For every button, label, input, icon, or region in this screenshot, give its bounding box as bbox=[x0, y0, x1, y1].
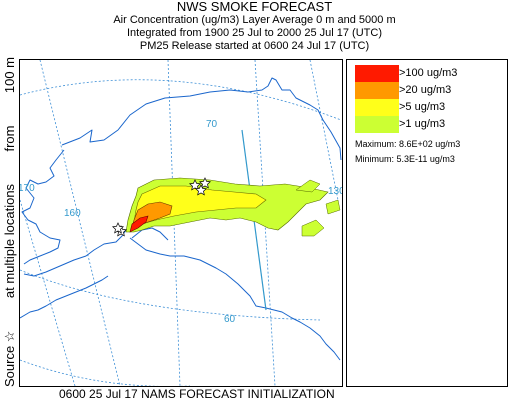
kenai-coast bbox=[131, 227, 169, 241]
subtitle-release: PM25 Release started at 0600 24 Jul 17 (… bbox=[139, 40, 370, 52]
source-height-label: Source ☆ at multiple locations from 100 … bbox=[1, 57, 19, 387]
smoke-plume bbox=[125, 177, 341, 237]
lat-70-label: 70 bbox=[206, 119, 218, 130]
legend-label-gt5: >5 ug/m3 bbox=[399, 101, 446, 113]
minimum-label: Minimum: 5.3E-11 ug/m3 bbox=[355, 154, 455, 164]
source-label: Source ☆ bbox=[2, 330, 17, 387]
legend-swatch-gt5 bbox=[355, 99, 399, 116]
legend-swatch-gt100 bbox=[355, 65, 399, 82]
forecast-initialization: 0600 25 Jul 17 NAMS FORECAST INITIALIZAT… bbox=[59, 387, 335, 401]
lon-130-label: 130 bbox=[328, 186, 342, 197]
longitude-160-line bbox=[39, 60, 121, 386]
chart-header: NWS SMOKE FORECAST Air Concentration (ug… bbox=[0, 0, 509, 53]
locations-label: at multiple locations bbox=[2, 183, 17, 299]
subtitle-concentration: Air Concentration (ug/m3) Layer Average … bbox=[113, 14, 396, 26]
from-label: from bbox=[2, 125, 17, 152]
legend-label-gt100: >100 ug/m3 bbox=[399, 67, 458, 79]
lat-60-label: 60 bbox=[224, 314, 236, 325]
legend-label-gt1: >1 ug/m3 bbox=[399, 118, 446, 130]
legend-label-gt20: >20 ug/m3 bbox=[399, 84, 452, 96]
source-star-icon bbox=[198, 177, 212, 189]
lon-170-label: 170 bbox=[20, 183, 35, 194]
graticule bbox=[20, 60, 342, 386]
aleutian-chain bbox=[20, 275, 109, 319]
map-svg: 70 60 170 160 150 140 130 bbox=[20, 60, 342, 386]
map-panel: 70 60 170 160 150 140 130 bbox=[19, 59, 343, 387]
longitude-170-line bbox=[20, 199, 76, 386]
plume-gt1-fringe bbox=[295, 179, 341, 237]
plume-gt100 bbox=[129, 215, 149, 233]
longitude-140-line bbox=[254, 60, 276, 386]
legend-swatch-gt1 bbox=[355, 116, 399, 133]
alaska-coast bbox=[21, 77, 342, 361]
coastline bbox=[20, 77, 342, 361]
legend-panel: >100 ug/m3 >20 ug/m3 >5 ug/m3 >1 ug/m3 M… bbox=[346, 59, 508, 387]
subtitle-integration: Integrated from 1900 25 Jul to 2000 25 J… bbox=[127, 27, 382, 39]
maximum-label: Maximum: 8.6E+02 ug/m3 bbox=[355, 139, 461, 149]
page-title: NWS SMOKE FORECAST bbox=[176, 0, 333, 14]
lon-160-label: 160 bbox=[64, 208, 81, 219]
latitude-70-line bbox=[20, 79, 342, 121]
latitude-50-line bbox=[20, 359, 190, 386]
height-label: 100 m bbox=[2, 57, 17, 94]
longitude-130-line bbox=[309, 60, 339, 201]
source-star-icon bbox=[188, 179, 202, 191]
legend-swatch-gt20 bbox=[355, 82, 399, 99]
source-star-icon bbox=[194, 184, 208, 196]
source-markers bbox=[111, 177, 212, 237]
source-star-icon bbox=[111, 222, 125, 234]
latitude-60-line bbox=[20, 269, 321, 321]
